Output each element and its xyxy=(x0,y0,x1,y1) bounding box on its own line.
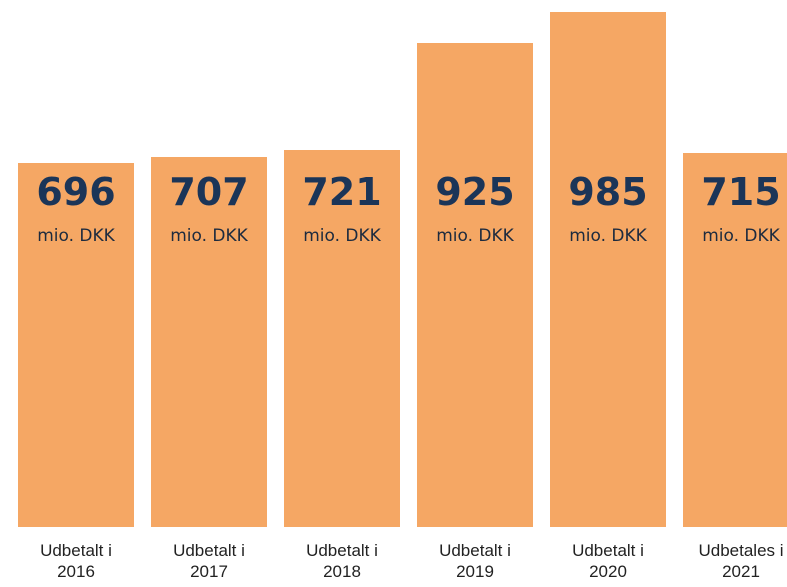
unit-label: mio. DKK xyxy=(436,226,514,246)
unit-label: mio. DKK xyxy=(170,226,248,246)
value-label: 721 xyxy=(302,170,382,214)
bar xyxy=(683,153,787,527)
bar xyxy=(18,163,134,527)
bar xyxy=(284,150,400,527)
value-label: 696 xyxy=(36,170,116,214)
value-label: 925 xyxy=(435,170,515,214)
unit-label: mio. DKK xyxy=(303,226,381,246)
unit-label: mio. DKK xyxy=(569,226,647,246)
value-label: 985 xyxy=(568,170,648,214)
x-tick-label: Udbetalt i 2019 xyxy=(439,541,511,581)
x-tick-label: Udbetalt i 2016 xyxy=(40,541,112,581)
x-tick-label: Udbetalt i 2020 xyxy=(572,541,644,581)
value-label: 715 xyxy=(701,170,781,214)
value-label: 707 xyxy=(169,170,249,214)
unit-label: mio. DKK xyxy=(37,226,115,246)
bar xyxy=(151,157,267,527)
x-tick-label: Udbetalt i 2018 xyxy=(306,541,378,581)
unit-label: mio. DKK xyxy=(702,226,780,246)
bar xyxy=(417,43,533,527)
x-tick-label: Udbetalt i 2017 xyxy=(173,541,245,581)
x-tick-label: Udbetales i 2021 xyxy=(698,541,784,581)
bar xyxy=(550,12,666,527)
